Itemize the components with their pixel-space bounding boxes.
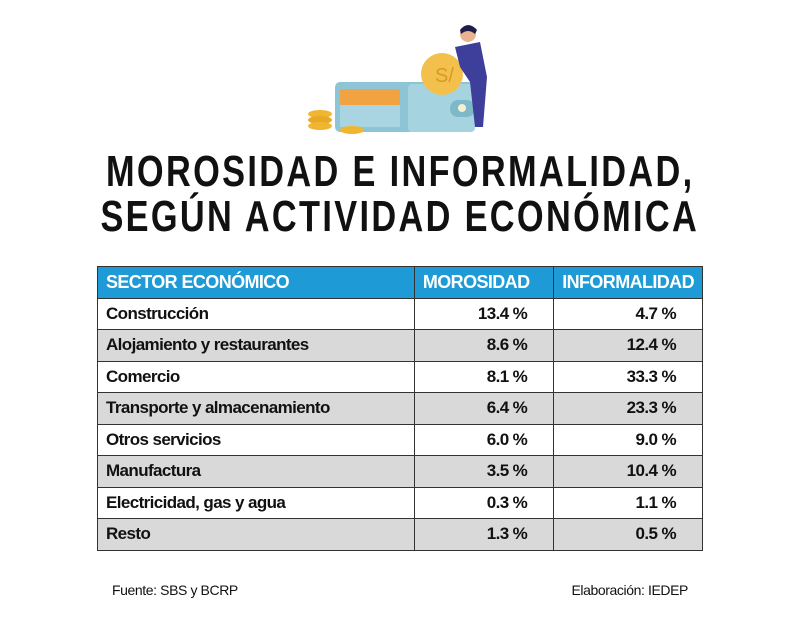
cell-morosidad: 8.6 % <box>413 329 555 362</box>
table-row: Construcción 13.4 % 4.7 % <box>97 297 703 330</box>
cell-informalidad: 9.0 % <box>553 423 703 456</box>
cell-sector: Alojamiento y restaurantes <box>97 329 415 362</box>
table-row: Alojamiento y restaurantes 8.6 % 12.4 % <box>97 329 703 362</box>
cell-sector: Otros servicios <box>97 423 415 456</box>
cell-informalidad: 12.4 % <box>553 329 703 362</box>
cell-morosidad: 6.4 % <box>413 392 555 425</box>
cell-informalidad: 1.1 % <box>553 486 703 519</box>
table-row: Resto 1.3 % 0.5 % <box>97 518 703 551</box>
table-row: Transporte y almacenamiento 6.4 % 23.3 % <box>97 392 703 425</box>
cell-sector: Electricidad, gas y agua <box>97 486 415 519</box>
column-header-morosidad: MOROSIDAD <box>413 266 555 299</box>
column-header-sector: SECTOR ECONÓMICO <box>97 266 415 299</box>
cell-morosidad: 6.0 % <box>413 423 555 456</box>
svg-text:S/: S/ <box>435 65 454 87</box>
table-row: Otros servicios 6.0 % 9.0 % <box>97 423 703 456</box>
cell-informalidad: 0.5 % <box>553 518 703 551</box>
table-header-row: SECTOR ECONÓMICO MOROSIDAD INFORMALIDAD <box>97 266 703 299</box>
table-row: Comercio 8.1 % 33.3 % <box>97 360 703 393</box>
cell-informalidad: 4.7 % <box>553 297 703 330</box>
wallet-coins-illustration: S/ <box>308 25 487 134</box>
cell-informalidad: 23.3 % <box>553 392 703 425</box>
cell-sector: Comercio <box>97 360 415 393</box>
data-table: SECTOR ECONÓMICO MOROSIDAD INFORMALIDAD … <box>97 266 703 551</box>
cell-morosidad: 1.3 % <box>413 518 555 551</box>
cell-sector: Resto <box>97 518 415 551</box>
table-row: Electricidad, gas y agua 0.3 % 1.1 % <box>97 486 703 519</box>
cell-informalidad: 33.3 % <box>553 360 703 393</box>
cell-sector: Manufactura <box>97 455 415 488</box>
cell-morosidad: 3.5 % <box>413 455 555 488</box>
title-line-1: MOROSIDAD E INFORMALIDAD, <box>105 147 695 196</box>
table-row: Manufactura 3.5 % 10.4 % <box>97 455 703 488</box>
credit-note: Elaboración: IEDEP <box>571 582 688 598</box>
column-header-informalidad: INFORMALIDAD <box>553 266 703 299</box>
cell-morosidad: 13.4 % <box>413 297 555 330</box>
cell-sector: Construcción <box>97 297 415 330</box>
cell-morosidad: 0.3 % <box>413 486 555 519</box>
cell-sector: Transporte y almacenamiento <box>97 392 415 425</box>
title-line-2: SEGÚN ACTIVIDAD ECONÓMICA <box>100 192 700 241</box>
source-note: Fuente: SBS y BCRP <box>112 582 238 598</box>
cell-informalidad: 10.4 % <box>553 455 703 488</box>
cell-morosidad: 8.1 % <box>413 360 555 393</box>
